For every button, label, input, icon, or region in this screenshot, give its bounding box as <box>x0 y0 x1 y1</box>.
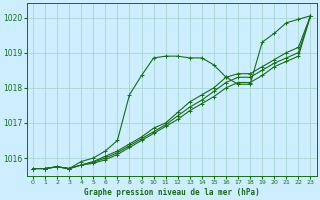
X-axis label: Graphe pression niveau de la mer (hPa): Graphe pression niveau de la mer (hPa) <box>84 188 260 197</box>
